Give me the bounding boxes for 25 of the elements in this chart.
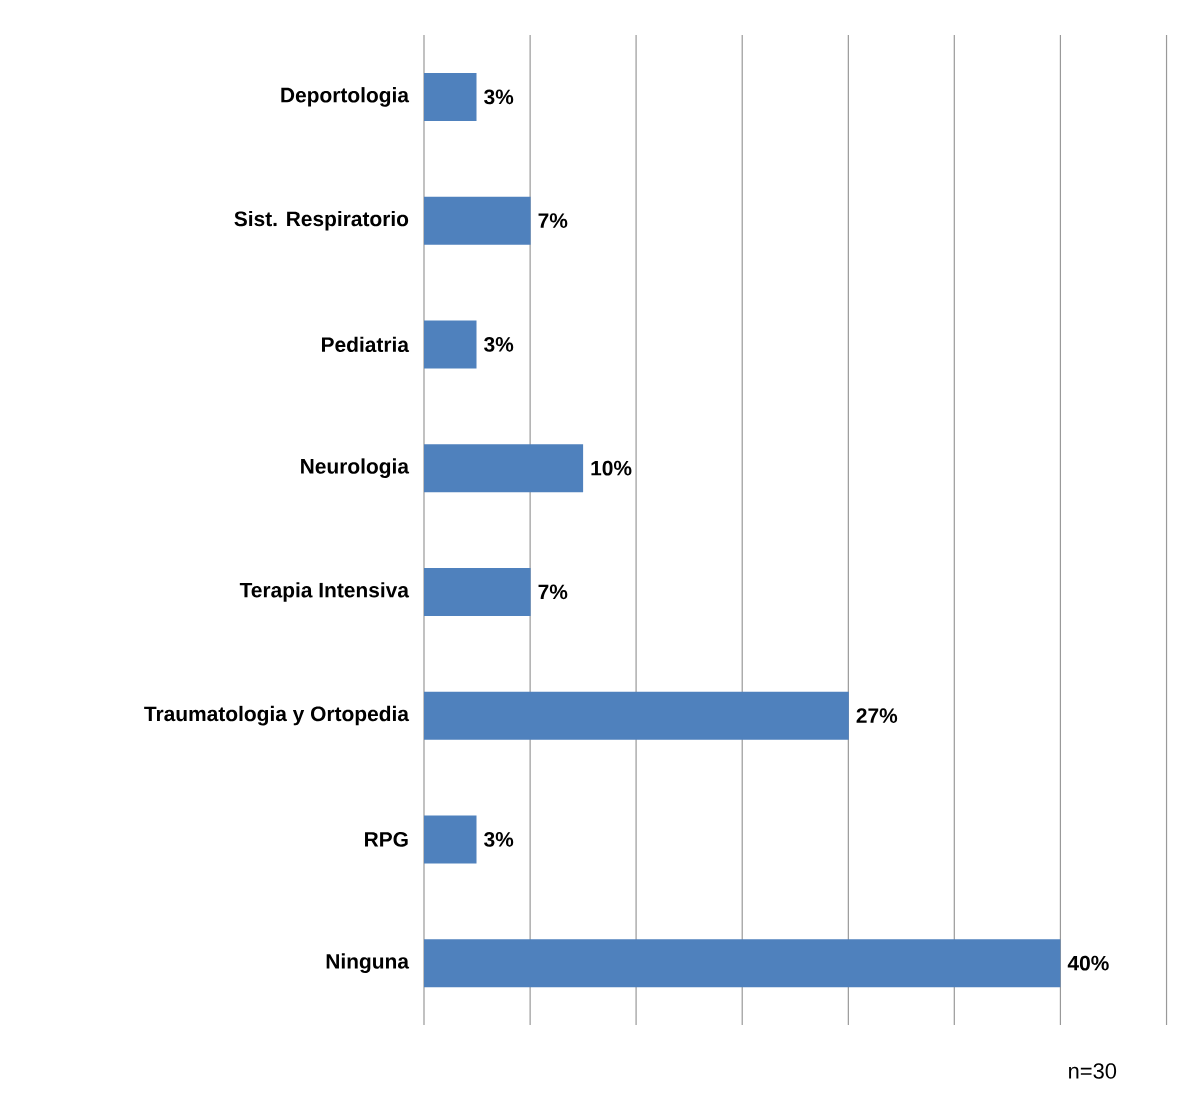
y-tick-label: Deportologia bbox=[281, 87, 410, 107]
bar bbox=[424, 196, 531, 245]
data-label: 3% bbox=[484, 831, 514, 847]
bar bbox=[424, 815, 477, 864]
data-label: 40% bbox=[1067, 955, 1109, 971]
bar bbox=[424, 320, 477, 369]
y-tick-label: Pediatria bbox=[321, 336, 410, 353]
y-tick-label: Terapia Intensiva bbox=[239, 582, 410, 602]
y-tick-label: RPG bbox=[365, 831, 408, 847]
bar bbox=[424, 444, 584, 493]
text: n=30 bbox=[1069, 1063, 1117, 1079]
data-label: 7% bbox=[538, 584, 568, 600]
bar bbox=[424, 72, 477, 121]
data-label: 3% bbox=[484, 89, 514, 105]
y-tick-label: Neurologia bbox=[301, 458, 410, 478]
data-label: 3% bbox=[484, 336, 514, 352]
data-label: 10% bbox=[591, 460, 632, 476]
data-label: 7% bbox=[538, 213, 568, 228]
y-tick-label: Sist. Respiratorio bbox=[234, 210, 409, 231]
bar bbox=[424, 691, 849, 740]
data-label: 27% bbox=[856, 708, 898, 724]
y-tick-label: Ninguna bbox=[326, 953, 410, 973]
bar bbox=[424, 939, 1061, 988]
y-tick-label: Traumatologia y Ortopedia bbox=[144, 705, 410, 726]
bar bbox=[424, 567, 531, 616]
